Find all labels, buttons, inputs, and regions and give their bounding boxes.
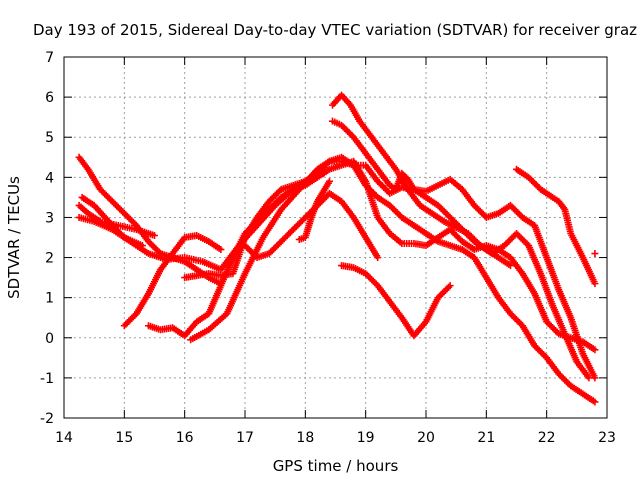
data-point bbox=[591, 250, 599, 258]
series-track-5 bbox=[120, 231, 225, 330]
x-tick-label: 17 bbox=[236, 430, 254, 446]
x-axis-label: GPS time / hours bbox=[273, 457, 399, 475]
data-point bbox=[523, 240, 531, 248]
data-point bbox=[325, 177, 333, 185]
y-tick-label: 1 bbox=[45, 291, 54, 307]
y-tick-label: 6 bbox=[45, 90, 54, 106]
data-point bbox=[591, 346, 599, 354]
data-point bbox=[591, 280, 599, 288]
data-point bbox=[506, 262, 514, 270]
x-tick-label: 16 bbox=[176, 430, 194, 446]
series-track-11 bbox=[338, 262, 454, 340]
y-tick-label: -2 bbox=[40, 411, 54, 427]
x-tick-label: 23 bbox=[598, 430, 616, 446]
data-points bbox=[75, 91, 599, 406]
x-tick-label: 22 bbox=[538, 430, 556, 446]
data-point bbox=[374, 254, 382, 262]
x-tick-label: 18 bbox=[296, 430, 314, 446]
y-tick-label: 2 bbox=[45, 251, 54, 267]
series-track-15 bbox=[591, 250, 599, 258]
series-track-4 bbox=[78, 193, 146, 250]
data-point bbox=[585, 374, 593, 382]
series-track-13 bbox=[328, 91, 593, 382]
data-point bbox=[276, 187, 284, 195]
x-tick-label: 15 bbox=[115, 430, 133, 446]
x-tick-label: 20 bbox=[417, 430, 435, 446]
series-track-14 bbox=[513, 165, 599, 288]
y-tick-label: 4 bbox=[45, 170, 54, 186]
y-axis-label: SDTVAR / TECUs bbox=[5, 176, 23, 299]
y-tick-label: 5 bbox=[45, 130, 54, 146]
data-point bbox=[138, 242, 146, 250]
axis-ticks bbox=[63, 56, 608, 419]
data-point bbox=[553, 328, 561, 336]
y-tick-label: 3 bbox=[45, 210, 54, 226]
data-point bbox=[119, 232, 127, 240]
x-tick-label: 14 bbox=[55, 430, 73, 446]
y-tick-label: 0 bbox=[45, 331, 54, 347]
plot-frame bbox=[63, 56, 608, 419]
data-point bbox=[151, 231, 158, 239]
data-point bbox=[217, 246, 225, 254]
data-point bbox=[445, 283, 453, 291]
series-track-10 bbox=[295, 177, 333, 244]
x-tick-labels: 14 15 16 17 18 19 20 21 22 23 bbox=[55, 430, 616, 446]
data-point bbox=[591, 398, 599, 406]
chart-title: Day 193 of 2015, Sidereal Day-to-day VTE… bbox=[33, 21, 637, 39]
data-point bbox=[446, 282, 454, 290]
x-tick-label: 21 bbox=[477, 430, 495, 446]
data-point bbox=[591, 374, 599, 382]
y-tick-labels: -2 -1 0 1 2 3 4 5 6 7 bbox=[40, 50, 54, 427]
series-track-8 bbox=[187, 157, 599, 406]
y-tick-label: 7 bbox=[45, 50, 54, 66]
y-tick-label: -1 bbox=[40, 371, 54, 387]
x-tick-label: 19 bbox=[357, 430, 375, 446]
